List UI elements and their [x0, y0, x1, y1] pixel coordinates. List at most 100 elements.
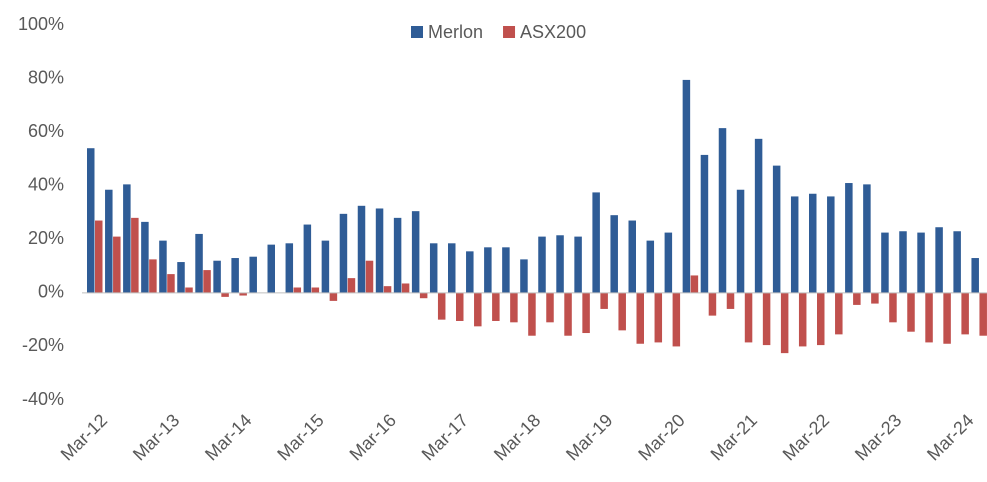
bar [899, 231, 907, 293]
legend-label: ASX200 [520, 22, 586, 42]
bar [393, 217, 402, 293]
bar [564, 292, 572, 336]
y-tick-label: 0% [38, 282, 64, 302]
bar [239, 292, 247, 296]
bar [437, 292, 446, 320]
bar [401, 283, 410, 293]
bar [249, 256, 257, 293]
y-tick-label: 100% [18, 14, 64, 34]
bar [582, 292, 590, 334]
legend-label: Merlon [428, 22, 483, 42]
bar [329, 292, 338, 301]
y-tick-label: 60% [28, 121, 64, 141]
bar [419, 292, 428, 299]
bar [213, 260, 221, 293]
bar [809, 193, 817, 293]
x-tick-label: Mar-19 [562, 410, 616, 464]
bar [484, 247, 492, 293]
x-tick-label: Mar-22 [779, 410, 833, 464]
bar [708, 292, 717, 316]
x-tick-label: Mar-12 [57, 410, 111, 464]
bar [149, 259, 157, 293]
bar [267, 244, 275, 293]
x-tick-label: Mar-24 [923, 410, 977, 464]
bar [375, 208, 384, 293]
bar [474, 292, 482, 327]
bar [971, 258, 979, 293]
bar [654, 292, 663, 343]
bar [925, 292, 933, 343]
bar [429, 243, 438, 293]
bar [195, 233, 203, 293]
bar [321, 240, 330, 293]
bar [798, 292, 807, 347]
x-tick-label: Mar-16 [346, 410, 400, 464]
bar [448, 243, 456, 293]
bar [961, 292, 969, 335]
bar [917, 232, 925, 293]
bar [520, 259, 528, 293]
bar [285, 243, 294, 293]
x-tick-label: Mar-15 [273, 410, 327, 464]
bar [510, 292, 518, 323]
bar [357, 205, 366, 293]
x-tick-label: Mar-23 [851, 410, 905, 464]
bar [817, 292, 825, 346]
bar [690, 275, 699, 293]
bar [492, 292, 500, 321]
bar [167, 274, 175, 293]
bar [953, 231, 961, 293]
bar [113, 236, 121, 293]
bar [293, 287, 302, 293]
x-tick-label: Mar-20 [634, 410, 688, 464]
x-tick-label: Mar-14 [201, 410, 255, 464]
x-tick-label: Mar-13 [129, 410, 183, 464]
bar [889, 292, 897, 323]
bar [203, 270, 211, 293]
bar [502, 247, 510, 293]
bar [87, 148, 95, 293]
bar [592, 192, 600, 293]
bar [835, 292, 843, 335]
bar [556, 235, 564, 293]
bar [736, 189, 745, 293]
bar [159, 240, 167, 293]
bar [231, 258, 239, 293]
bar [871, 292, 879, 304]
bar [221, 292, 229, 297]
bar [466, 251, 474, 293]
bar [790, 196, 799, 293]
bar [726, 292, 735, 309]
bar [935, 227, 943, 293]
legend-swatch [411, 26, 423, 38]
bar [672, 292, 681, 347]
bar [177, 262, 185, 293]
x-tick-label: Mar-21 [707, 410, 761, 464]
bar [762, 292, 771, 346]
bar [881, 232, 889, 293]
bar [646, 240, 655, 293]
bar [95, 220, 103, 293]
bar [863, 184, 871, 293]
bar [618, 292, 626, 331]
bar [600, 292, 608, 309]
bar [628, 220, 636, 293]
x-tick-label: Mar-17 [418, 410, 472, 464]
bar [347, 278, 356, 293]
bar [610, 215, 618, 293]
legend-swatch [503, 26, 516, 38]
bar [700, 154, 709, 293]
bar [979, 292, 987, 336]
bar [456, 292, 464, 321]
bar [943, 292, 951, 344]
bar [339, 213, 348, 293]
bar [754, 138, 763, 293]
bar [853, 292, 861, 305]
y-tick-label: 40% [28, 174, 64, 194]
x-tick-label: Mar-18 [490, 410, 544, 464]
bar [411, 211, 420, 293]
y-tick-label: -40% [22, 389, 64, 409]
bar [141, 221, 149, 293]
bar [907, 292, 915, 332]
bar [105, 189, 113, 293]
